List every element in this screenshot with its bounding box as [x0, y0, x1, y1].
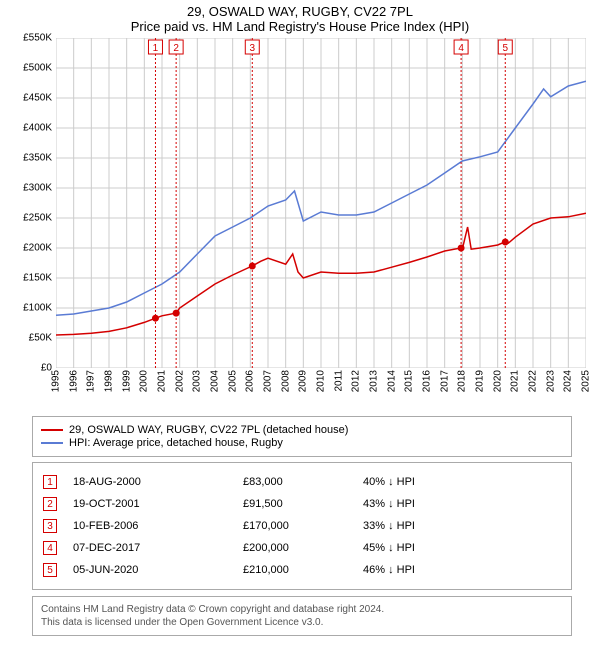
row-price: £210,000	[243, 564, 363, 576]
row-delta: 45% ↓ HPI	[363, 542, 523, 554]
legend-label: 29, OSWALD WAY, RUGBY, CV22 7PL (detache…	[69, 424, 348, 436]
table-row: 2 19-OCT-2001£91,50043% ↓ HPI	[43, 493, 561, 515]
row-date: 19-OCT-2001	[73, 498, 243, 510]
row-marker: 2	[43, 497, 57, 511]
legend-row: HPI: Average price, detached house, Rugb…	[41, 437, 563, 449]
row-marker: 3	[43, 519, 57, 533]
legend-label: HPI: Average price, detached house, Rugb…	[69, 437, 283, 449]
x-axis: 1995199619971998199920002001200220032004…	[56, 370, 586, 406]
x-tick: 2012	[351, 370, 362, 392]
row-date: 10-FEB-2006	[73, 520, 243, 532]
row-date: 07-DEC-2017	[73, 542, 243, 554]
x-tick: 2009	[298, 370, 309, 392]
row-delta: 40% ↓ HPI	[363, 476, 523, 488]
plot-svg: 1 2 3 4 5	[56, 38, 586, 368]
chart-header: 29, OSWALD WAY, RUGBY, CV22 7PL Price pa…	[0, 0, 600, 36]
x-tick: 2021	[510, 370, 521, 392]
y-tick: £400K	[23, 123, 52, 134]
x-tick: 2025	[581, 370, 592, 392]
x-tick: 1996	[68, 370, 79, 392]
svg-text:3: 3	[249, 43, 255, 54]
row-delta: 43% ↓ HPI	[363, 498, 523, 510]
y-tick: £50K	[29, 333, 52, 344]
x-tick: 2013	[369, 370, 380, 392]
plot-area: 1 2 3 4 5	[56, 38, 586, 368]
x-tick: 2014	[386, 370, 397, 392]
x-tick: 1997	[86, 370, 97, 392]
legend-swatch	[41, 429, 63, 431]
row-marker: 5	[43, 563, 57, 577]
table-row: 4 07-DEC-2017£200,00045% ↓ HPI	[43, 537, 561, 559]
row-marker: 1	[43, 475, 57, 489]
row-delta: 33% ↓ HPI	[363, 520, 523, 532]
y-tick: £150K	[23, 273, 52, 284]
svg-text:5: 5	[502, 43, 508, 54]
row-price: £200,000	[243, 542, 363, 554]
x-tick: 2024	[563, 370, 574, 392]
row-marker: 4	[43, 541, 57, 555]
x-tick: 2008	[280, 370, 291, 392]
row-delta: 46% ↓ HPI	[363, 564, 523, 576]
footer-box: Contains HM Land Registry data © Crown c…	[32, 596, 572, 636]
table-row: 3 10-FEB-2006£170,00033% ↓ HPI	[43, 515, 561, 537]
y-tick: £550K	[23, 33, 52, 44]
x-tick: 2019	[475, 370, 486, 392]
chart-area: £0£50K£100K£150K£200K£250K£300K£350K£400…	[8, 38, 592, 408]
x-tick: 2017	[439, 370, 450, 392]
y-tick: £500K	[23, 63, 52, 74]
x-tick: 2016	[422, 370, 433, 392]
row-price: £91,500	[243, 498, 363, 510]
legend-row: 29, OSWALD WAY, RUGBY, CV22 7PL (detache…	[41, 424, 563, 436]
x-tick: 2005	[227, 370, 238, 392]
row-price: £170,000	[243, 520, 363, 532]
row-date: 05-JUN-2020	[73, 564, 243, 576]
table-row: 5 05-JUN-2020£210,00046% ↓ HPI	[43, 559, 561, 581]
y-tick: £100K	[23, 303, 52, 314]
legend-box: 29, OSWALD WAY, RUGBY, CV22 7PL (detache…	[32, 416, 572, 457]
sales-table: 1 18-AUG-2000£83,00040% ↓ HPI 2 19-OCT-2001…	[32, 462, 572, 590]
x-tick: 2010	[316, 370, 327, 392]
legend-swatch	[41, 442, 63, 444]
x-tick: 2023	[545, 370, 556, 392]
y-axis: £0£50K£100K£150K£200K£250K£300K£350K£400…	[8, 38, 54, 368]
y-tick: £350K	[23, 153, 52, 164]
row-price: £83,000	[243, 476, 363, 488]
x-tick: 2004	[210, 370, 221, 392]
svg-text:1: 1	[153, 43, 159, 54]
x-tick: 2000	[139, 370, 150, 392]
x-tick: 2003	[192, 370, 203, 392]
x-tick: 2015	[404, 370, 415, 392]
x-tick: 2007	[263, 370, 274, 392]
x-tick: 1999	[121, 370, 132, 392]
x-tick: 1995	[51, 370, 62, 392]
y-tick: £250K	[23, 213, 52, 224]
x-tick: 2020	[492, 370, 503, 392]
chart-subtitle: Price paid vs. HM Land Registry's House …	[0, 19, 600, 34]
x-tick: 2011	[333, 370, 344, 392]
x-tick: 2022	[528, 370, 539, 392]
y-tick: £300K	[23, 183, 52, 194]
footer-line1: Contains HM Land Registry data © Crown c…	[41, 603, 563, 616]
x-tick: 2001	[157, 370, 168, 392]
footer-line2: This data is licensed under the Open Gov…	[41, 616, 563, 629]
table-row: 1 18-AUG-2000£83,00040% ↓ HPI	[43, 471, 561, 493]
row-date: 18-AUG-2000	[73, 476, 243, 488]
x-tick: 2018	[457, 370, 468, 392]
chart-title: 29, OSWALD WAY, RUGBY, CV22 7PL	[0, 4, 600, 19]
x-tick: 1998	[104, 370, 115, 392]
x-tick: 2006	[245, 370, 256, 392]
y-tick: £450K	[23, 93, 52, 104]
svg-text:4: 4	[458, 43, 464, 54]
x-tick: 2002	[174, 370, 185, 392]
svg-text:2: 2	[173, 43, 179, 54]
y-tick: £200K	[23, 243, 52, 254]
